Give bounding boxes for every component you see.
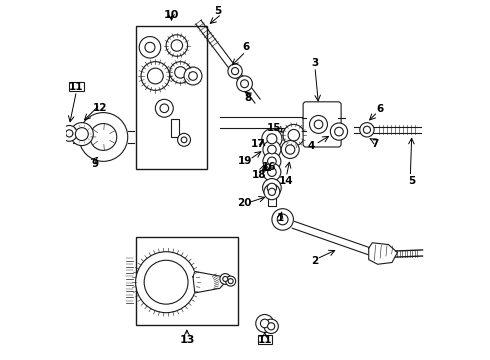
Circle shape <box>141 62 170 90</box>
Circle shape <box>171 40 183 51</box>
Circle shape <box>136 252 196 313</box>
Text: 10: 10 <box>164 10 179 20</box>
Polygon shape <box>193 271 225 293</box>
Circle shape <box>263 140 281 158</box>
Circle shape <box>75 128 88 140</box>
Text: 16: 16 <box>262 162 276 172</box>
Text: 3: 3 <box>311 58 318 68</box>
Text: 14: 14 <box>279 176 294 186</box>
Circle shape <box>225 276 236 286</box>
Circle shape <box>160 104 169 113</box>
Text: 1: 1 <box>277 213 285 222</box>
Circle shape <box>66 130 73 137</box>
Polygon shape <box>268 193 276 206</box>
Circle shape <box>335 127 343 136</box>
Circle shape <box>145 42 155 52</box>
Circle shape <box>181 137 187 143</box>
Circle shape <box>268 145 276 154</box>
Polygon shape <box>172 119 179 137</box>
Circle shape <box>260 319 269 328</box>
Text: 9: 9 <box>92 159 98 169</box>
Text: 19: 19 <box>238 156 252 166</box>
Text: 6: 6 <box>242 42 249 52</box>
Circle shape <box>71 123 93 145</box>
Bar <box>136 237 238 325</box>
Circle shape <box>79 113 128 161</box>
Circle shape <box>364 126 370 134</box>
Circle shape <box>268 168 276 176</box>
Circle shape <box>228 279 233 284</box>
Text: 4: 4 <box>308 141 315 151</box>
Text: 20: 20 <box>237 198 251 208</box>
Text: 11: 11 <box>257 335 272 345</box>
Circle shape <box>237 76 252 92</box>
Circle shape <box>267 183 276 193</box>
Text: 18: 18 <box>252 170 267 180</box>
Circle shape <box>231 68 239 75</box>
Circle shape <box>228 64 242 78</box>
Circle shape <box>264 184 280 200</box>
Circle shape <box>184 67 202 85</box>
Circle shape <box>144 260 188 304</box>
Circle shape <box>220 274 231 284</box>
Circle shape <box>166 35 188 56</box>
Circle shape <box>90 123 117 150</box>
Circle shape <box>277 214 288 225</box>
Bar <box>69 82 84 91</box>
Circle shape <box>139 37 161 58</box>
Circle shape <box>330 123 347 140</box>
Circle shape <box>268 157 276 166</box>
Circle shape <box>281 140 299 158</box>
Circle shape <box>263 179 281 197</box>
Circle shape <box>170 62 191 83</box>
Circle shape <box>256 315 274 332</box>
Circle shape <box>241 80 248 88</box>
Circle shape <box>269 188 275 195</box>
Circle shape <box>267 134 277 144</box>
Circle shape <box>61 126 77 141</box>
Circle shape <box>147 68 163 84</box>
Text: 6: 6 <box>377 104 384 114</box>
Circle shape <box>263 163 281 181</box>
Circle shape <box>223 276 228 282</box>
Text: 15: 15 <box>267 123 281 133</box>
Polygon shape <box>368 243 397 264</box>
Circle shape <box>314 120 323 129</box>
Text: 7: 7 <box>371 139 378 149</box>
Circle shape <box>272 209 294 230</box>
Circle shape <box>283 125 304 146</box>
Circle shape <box>175 67 186 78</box>
Text: 12: 12 <box>93 103 107 113</box>
Circle shape <box>286 145 295 154</box>
Circle shape <box>262 129 282 149</box>
Circle shape <box>263 152 281 170</box>
Bar <box>258 336 272 345</box>
Circle shape <box>189 72 197 80</box>
Circle shape <box>360 123 374 137</box>
Text: 2: 2 <box>311 256 318 266</box>
Text: 8: 8 <box>244 93 251 103</box>
Text: 13: 13 <box>179 334 195 345</box>
Circle shape <box>155 99 173 117</box>
Text: 5: 5 <box>408 176 416 186</box>
Circle shape <box>268 323 275 330</box>
Text: 5: 5 <box>215 6 222 17</box>
Bar <box>136 26 207 169</box>
FancyBboxPatch shape <box>303 102 341 147</box>
Circle shape <box>264 319 278 333</box>
Circle shape <box>288 130 299 141</box>
Circle shape <box>177 134 191 146</box>
Text: 11: 11 <box>69 82 84 92</box>
Text: 17: 17 <box>251 139 266 149</box>
Circle shape <box>310 116 327 134</box>
